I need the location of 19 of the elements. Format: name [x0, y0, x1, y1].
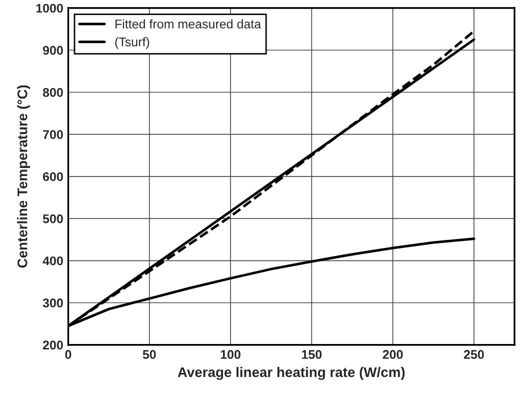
- y-tick-label: 500: [42, 214, 63, 224]
- x-tick-label: 100: [220, 350, 240, 359]
- legend-label: Fitted from measured data: [116, 19, 262, 28]
- y-tick-label: 1000: [36, 4, 63, 13]
- y-tick-label: 800: [42, 88, 63, 97]
- y-tick-label: 400: [42, 256, 63, 266]
- x-tick-label: 0: [65, 350, 72, 359]
- legend-label: (Tsurf): [115, 37, 150, 49]
- x-tick-label: 150: [302, 350, 322, 359]
- x-tick-label: 200: [382, 350, 403, 359]
- x-tick-label: 50: [142, 350, 156, 359]
- y-tick-label: 700: [43, 130, 63, 139]
- y-tick-label: 600: [42, 172, 63, 182]
- y-tick-label: 300: [42, 298, 63, 308]
- x-tick-label: 250: [464, 350, 484, 359]
- y-tick-label: 200: [42, 340, 63, 350]
- x-axis-title: Average linear heating rate (W/cm): [178, 366, 405, 380]
- y-tick-label: 900: [42, 46, 63, 55]
- y-axis-title: Centerline Temperature (°C): [17, 85, 30, 268]
